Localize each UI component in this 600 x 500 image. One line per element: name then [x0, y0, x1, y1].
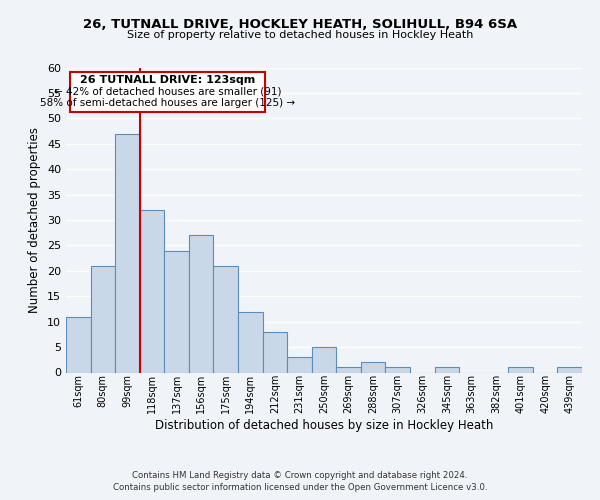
Bar [164, 250, 189, 372]
Bar [189, 236, 214, 372]
Bar [140, 210, 164, 372]
Text: Size of property relative to detached houses in Hockley Heath: Size of property relative to detached ho… [127, 30, 473, 40]
Text: 58% of semi-detached houses are larger (125) →: 58% of semi-detached houses are larger (… [40, 98, 295, 108]
X-axis label: Distribution of detached houses by size in Hockley Heath: Distribution of detached houses by size … [155, 419, 493, 432]
Bar [434, 368, 459, 372]
Bar [312, 347, 336, 372]
Bar [238, 312, 263, 372]
Bar [115, 134, 140, 372]
Bar [557, 368, 582, 372]
Y-axis label: Number of detached properties: Number of detached properties [28, 127, 41, 313]
Bar [91, 266, 115, 372]
Bar [66, 316, 91, 372]
Bar [287, 357, 312, 372]
Text: 26 TUTNALL DRIVE: 123sqm: 26 TUTNALL DRIVE: 123sqm [80, 75, 255, 85]
Bar [361, 362, 385, 372]
Bar [70, 72, 265, 112]
Bar [336, 368, 361, 372]
Bar [214, 266, 238, 372]
Text: Contains public sector information licensed under the Open Government Licence v3: Contains public sector information licen… [113, 483, 487, 492]
Text: 26, TUTNALL DRIVE, HOCKLEY HEATH, SOLIHULL, B94 6SA: 26, TUTNALL DRIVE, HOCKLEY HEATH, SOLIHU… [83, 18, 517, 30]
Bar [263, 332, 287, 372]
Text: Contains HM Land Registry data © Crown copyright and database right 2024.: Contains HM Land Registry data © Crown c… [132, 472, 468, 480]
Bar [385, 368, 410, 372]
Text: ← 42% of detached houses are smaller (91): ← 42% of detached houses are smaller (91… [53, 87, 281, 97]
Bar [508, 368, 533, 372]
